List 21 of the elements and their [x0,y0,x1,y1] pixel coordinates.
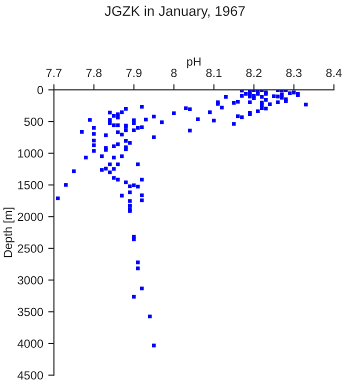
x-tick-label: 7.9 [126,68,142,78]
chart-title: JGZK in January, 1967 [104,6,245,19]
x-tick-label: 8 [171,68,177,78]
y-tick-label: 1500 [18,180,44,190]
y-tick-label: 3500 [18,308,44,316]
y-tick-label: 3000 [18,276,44,284]
y-tick-label: 0 [37,86,44,94]
y-tick-label: 1000 [18,149,44,158]
x-tick-label: 7.8 [86,68,102,78]
y-tick-label: 2000 [18,212,44,222]
y-tick-label: 4500 [17,371,44,380]
y-tick-label: 500 [24,118,44,126]
x-axis-title: pH [187,58,200,68]
x-tick-label: 8.3 [286,68,302,78]
x-tick-label: 7.7 [46,68,62,77]
y-tick-label: 4000 [17,340,44,348]
x-tick-label: 8.2 [246,68,262,78]
y-axis-title: Depth [m] [3,208,14,258]
x-tick-label: 8.1 [206,68,222,78]
x-tick-label: 8.4 [326,68,342,78]
y-tick-label: 2500 [18,244,44,253]
